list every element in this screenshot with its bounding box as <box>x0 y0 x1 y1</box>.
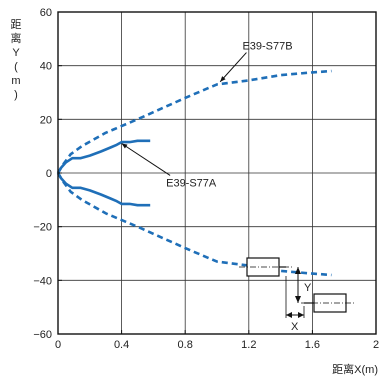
series-line-e39-s77a-lower <box>56 172 151 207</box>
x-tick-label: 1.6 <box>305 339 320 351</box>
tick-labels: 0 0.4 0.8 1.2 1.6 2 −60 −40 −20 0 20 40 60 <box>33 7 379 351</box>
x-tick-label: 0.8 <box>178 339 193 351</box>
y-tick-label: −40 <box>33 275 52 287</box>
inset-x-arrow-right <box>298 312 304 318</box>
y-axis-label: 距离 Y(m) <box>11 18 22 101</box>
y-tick-label: 40 <box>40 61 52 73</box>
inset-diagram: YX <box>239 257 354 333</box>
grid <box>57 11 377 335</box>
y-tick-label: −20 <box>33 222 52 234</box>
y-tick-label: 60 <box>40 7 52 19</box>
inset-y-label: Y <box>304 282 312 294</box>
x-tick-label: 0.4 <box>114 339 129 351</box>
annotation-label: E39-S77A <box>166 177 217 189</box>
inset-x-arrow-left <box>286 312 292 318</box>
inset-x-label: X <box>291 321 299 333</box>
x-tick-label: 2 <box>373 339 379 351</box>
annotation-leader <box>121 143 171 176</box>
annotations: E39-S77B E39-S77A <box>121 41 293 189</box>
inset-receiver-box <box>313 293 347 313</box>
inset-y-arrow-top <box>295 267 301 274</box>
series-line-e39-s77a-upper <box>56 139 151 174</box>
series-line-e39-s77b-lower <box>56 172 332 277</box>
annotation-label: E39-S77B <box>242 41 292 53</box>
x-tick-label: 0 <box>55 339 61 351</box>
annotation-leader <box>219 52 247 83</box>
x-axis-label: 距离X(m) <box>332 362 378 376</box>
inset-y-arrow-bottom <box>295 296 301 303</box>
annotation-arrowhead <box>121 143 128 149</box>
x-tick-label: 1.2 <box>241 339 256 351</box>
series-group <box>56 69 332 277</box>
annotation-arrowhead <box>220 76 226 82</box>
y-tick-label: 20 <box>40 114 52 126</box>
y-tick-label: 0 <box>46 168 52 180</box>
y-tick-label: −60 <box>33 329 52 341</box>
series-line-e39-s77b-upper <box>56 69 332 174</box>
